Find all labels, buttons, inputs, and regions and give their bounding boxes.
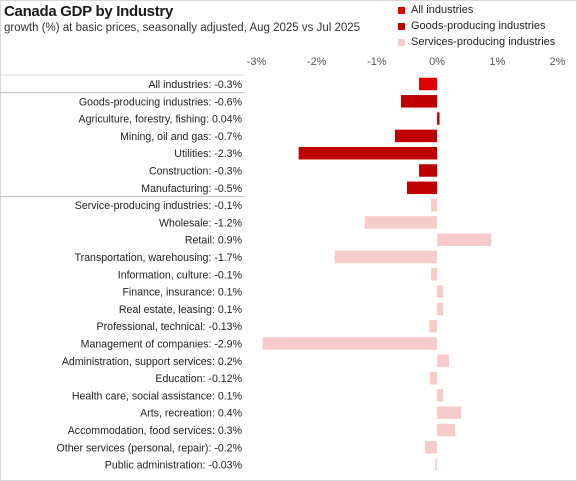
category-label: Utilities: -2.3% bbox=[174, 148, 242, 160]
bar-management-of-companies bbox=[262, 337, 438, 350]
bar-all-industries bbox=[419, 77, 438, 91]
legend-label-all-industries: All industries bbox=[411, 4, 474, 16]
category-label: Finance, insurance: 0.1% bbox=[122, 287, 242, 299]
bar-goods-producing-industries bbox=[400, 95, 438, 108]
category-label: Accommodation, food services: 0.3% bbox=[68, 425, 243, 437]
chart-title: Canada GDP by Industry bbox=[4, 3, 173, 20]
legend-label-goods-producing: Goods-producing industries bbox=[411, 20, 546, 32]
category-label: Agriculture, forestry, fishing: 0.04% bbox=[79, 114, 243, 126]
legend-item-all-industries: All industries bbox=[398, 2, 555, 18]
category-label: Information, culture: -0.1% bbox=[118, 269, 243, 281]
bar-education bbox=[429, 371, 438, 385]
bar-mining-oil-and-gas bbox=[394, 129, 438, 143]
legend-item-goods-producing: Goods-producing industries bbox=[398, 18, 555, 34]
category-label: All industries: -0.3% bbox=[148, 79, 242, 91]
category-label: Mining, oil and gas: -0.7% bbox=[120, 131, 242, 143]
bar-other-services-personal-repair bbox=[425, 441, 438, 454]
bar-health-care-social-assistance bbox=[437, 389, 444, 402]
category-label: Construction: -0.3% bbox=[149, 166, 243, 178]
legend-item-services-producing: Services-producing industries bbox=[398, 34, 555, 50]
bar-utilities bbox=[298, 146, 438, 160]
category-label: Public administration: -0.03% bbox=[105, 460, 243, 472]
legend-swatch-goods-producing bbox=[398, 22, 405, 30]
bar-professional-technical bbox=[429, 319, 438, 333]
category-label: Wholesale: -1.2% bbox=[159, 217, 243, 229]
bar-public-administration bbox=[435, 458, 438, 471]
category-label: Arts, recreation: 0.4% bbox=[140, 408, 242, 420]
bar-transportation-warehousing bbox=[334, 250, 438, 264]
x-tick-label: 1% bbox=[489, 56, 505, 68]
bar-administration-support-services bbox=[437, 354, 450, 368]
x-tick-label: -3% bbox=[247, 56, 267, 68]
chart-subtitle: growth (%) at basic prices, seasonally a… bbox=[4, 22, 361, 34]
bar-retail bbox=[437, 233, 492, 246]
x-tick-label: -2% bbox=[307, 56, 327, 68]
bar-service-producing-industries bbox=[431, 198, 438, 212]
category-label: Administration, support services: 0.2% bbox=[62, 356, 243, 368]
bar-manufacturing bbox=[407, 181, 438, 195]
legend-swatch-services-producing bbox=[398, 38, 405, 46]
category-label: Education: -0.12% bbox=[155, 373, 242, 385]
bar-wholesale bbox=[364, 216, 438, 229]
bar-information-culture bbox=[431, 268, 438, 281]
x-tick-label: 0% bbox=[429, 56, 445, 68]
bar-agriculture-forestry-fishing bbox=[437, 112, 440, 125]
category-label: Transportation, warehousing: -1.7% bbox=[75, 252, 243, 264]
bar-finance-insurance bbox=[437, 285, 444, 298]
bar-arts-recreation bbox=[437, 406, 462, 419]
legend-swatch-all-industries bbox=[398, 6, 405, 14]
category-label: Other services (personal, repair): -0.2% bbox=[57, 442, 243, 454]
category-label: Goods-producing industries: -0.6% bbox=[79, 96, 243, 108]
category-label: Manufacturing: -0.5% bbox=[141, 183, 242, 195]
bar-real-estate-leasing bbox=[437, 302, 444, 316]
legend-label-services-producing: Services-producing industries bbox=[411, 36, 556, 48]
bar-accommodation-food-services bbox=[437, 423, 456, 437]
bar-construction bbox=[419, 164, 438, 177]
category-label: Real estate, leasing: 0.1% bbox=[119, 304, 243, 316]
x-tick-label: 2% bbox=[550, 56, 566, 68]
category-label: Retail: 0.9% bbox=[185, 235, 243, 247]
category-label: Service-producing industries: -0.1% bbox=[75, 200, 243, 212]
category-label: Management of companies: -2.9% bbox=[81, 339, 243, 351]
chart-legend: All industries Goods-producing industrie… bbox=[398, 2, 555, 50]
category-label: Professional, technical: -0.13% bbox=[97, 321, 243, 333]
category-label: Health care, social assistance: 0.1% bbox=[72, 390, 243, 402]
x-tick-label: -1% bbox=[367, 56, 387, 68]
